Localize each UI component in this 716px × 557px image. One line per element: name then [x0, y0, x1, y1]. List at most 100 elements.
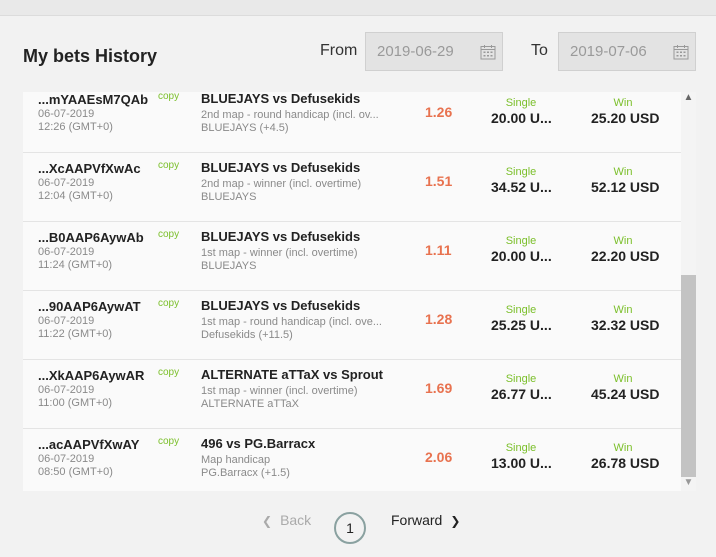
- copy-button[interactable]: copy: [158, 229, 180, 240]
- copy-button[interactable]: copy: [158, 436, 180, 447]
- selection-name: BLUEJAYS: [201, 260, 257, 272]
- copy-button[interactable]: copy: [158, 298, 180, 309]
- bet-date: 06-07-2019: [38, 246, 95, 258]
- bet-row: ...XkAAP6AywAR copy 06-07-2019 11:00 (GM…: [23, 360, 681, 429]
- bet-date: 06-07-2019: [38, 384, 95, 396]
- bet-date: 06-07-2019: [38, 315, 95, 327]
- bet-result: Win: [613, 166, 633, 178]
- match-name: 496 vs PG.Barracx: [201, 436, 316, 451]
- scroll-thumb[interactable]: [681, 275, 696, 477]
- match-name: BLUEJAYS vs Defusekids: [201, 160, 361, 175]
- bet-id: ...XkAAP6AywAR: [38, 368, 145, 383]
- bet-time: 08:50 (GMT+0): [38, 466, 113, 478]
- from-date-value: 2019-06-29: [377, 43, 454, 60]
- bet-date: 06-07-2019: [38, 453, 95, 465]
- bet-row: ...XcAAPVfXwAc copy 06-07-2019 12:04 (GM…: [23, 153, 681, 222]
- to-label: To: [531, 42, 548, 59]
- chevron-right-icon: ❯: [450, 514, 461, 528]
- bet-row: ...B0AAP6AywAb copy 06-07-2019 11:24 (GM…: [23, 222, 681, 291]
- stake-value: 26.77 U...: [491, 386, 552, 402]
- bet-row: ...acAAPVfXwAY copy 06-07-2019 08:50 (GM…: [23, 429, 681, 491]
- bet-type: Single: [505, 166, 537, 178]
- bet-result: Win: [613, 373, 633, 385]
- selection-name: PG.Barracx (+1.5): [201, 467, 290, 479]
- bet-type: Single: [505, 373, 537, 385]
- bet-type: Single: [505, 235, 537, 247]
- odds-value: 1.51: [425, 173, 453, 189]
- match-name: BLUEJAYS vs Defusekids: [201, 298, 361, 313]
- payout-value: 26.78 USD: [591, 455, 660, 471]
- match-name: ALTERNATE aTTaX vs Sprout: [201, 367, 384, 382]
- forward-button[interactable]: Forward ❯: [391, 512, 460, 528]
- bet-result: Win: [613, 235, 633, 247]
- bet-row: ...mYAAEsM7QAb copy 06-07-2019 12:26 (GM…: [23, 92, 681, 153]
- stake-value: 20.00 U...: [491, 110, 552, 126]
- back-button[interactable]: ❮ Back: [262, 512, 311, 528]
- bet-time: 11:00 (GMT+0): [38, 397, 113, 409]
- stake-value: 25.25 U...: [491, 317, 552, 333]
- top-bar: [0, 0, 716, 16]
- bet-id: ...90AAP6AywAT: [38, 299, 141, 314]
- bet-time: 12:04 (GMT+0): [38, 190, 113, 202]
- bets-list[interactable]: ...mYAAEsM7QAb copy 06-07-2019 12:26 (GM…: [23, 92, 681, 491]
- payout-value: 52.12 USD: [591, 179, 660, 195]
- selection-name: BLUEJAYS (+4.5): [201, 122, 289, 134]
- chevron-left-icon: ❮: [262, 514, 273, 528]
- bet-type: Single: [505, 304, 537, 316]
- payout-value: 45.24 USD: [591, 386, 660, 402]
- calendar-icon[interactable]: [480, 44, 496, 60]
- payout-value: 22.20 USD: [591, 248, 660, 264]
- market-name: 1st map - winner (incl. overtime): [201, 247, 358, 259]
- scroll-down-icon[interactable]: ▼: [683, 477, 694, 488]
- selection-name: Defusekids (+11.5): [201, 329, 293, 341]
- bet-row: ...90AAP6AywAT copy 06-07-2019 11:22 (GM…: [23, 291, 681, 360]
- bet-date: 06-07-2019: [38, 177, 95, 189]
- bet-id: ...B0AAP6AywAb: [38, 230, 144, 245]
- bet-type: Single: [505, 97, 537, 109]
- match-name: BLUEJAYS vs Defusekids: [201, 229, 361, 244]
- bet-id: ...XcAAPVfXwAc: [38, 161, 141, 176]
- to-date-value: 2019-07-06: [570, 43, 647, 60]
- payout-value: 25.20 USD: [591, 110, 660, 126]
- from-date-input[interactable]: 2019-06-29: [365, 32, 503, 71]
- copy-button[interactable]: copy: [158, 160, 180, 171]
- forward-label: Forward: [391, 512, 443, 528]
- stake-value: 34.52 U...: [491, 179, 552, 195]
- to-date-input[interactable]: 2019-07-06: [558, 32, 696, 71]
- market-name: 1st map - round handicap (incl. ove...: [201, 316, 382, 328]
- odds-value: 1.26: [425, 104, 453, 120]
- back-label: Back: [280, 512, 312, 528]
- stake-value: 13.00 U...: [491, 455, 552, 471]
- selection-name: ALTERNATE aTTaX: [201, 398, 300, 410]
- bet-time: 11:24 (GMT+0): [38, 259, 113, 271]
- market-name: 2nd map - winner (incl. overtime): [201, 178, 362, 190]
- bet-result: Win: [613, 97, 633, 109]
- scroll-up-icon[interactable]: ▲: [683, 92, 694, 103]
- calendar-icon[interactable]: [673, 44, 689, 60]
- market-name: 1st map - winner (incl. overtime): [201, 385, 358, 397]
- copy-button[interactable]: copy: [158, 367, 180, 378]
- bet-date: 06-07-2019: [38, 108, 95, 120]
- from-label: From: [320, 42, 358, 59]
- current-page-button[interactable]: 1: [334, 512, 366, 544]
- bet-type: Single: [505, 442, 537, 454]
- payout-value: 32.32 USD: [591, 317, 660, 333]
- bet-result: Win: [613, 304, 633, 316]
- market-name: Map handicap: [201, 454, 271, 466]
- bet-time: 11:22 (GMT+0): [38, 328, 113, 340]
- odds-value: 1.28: [425, 311, 453, 327]
- odds-value: 2.06: [425, 449, 453, 465]
- selection-name: BLUEJAYS: [201, 191, 257, 203]
- market-name: 2nd map - round handicap (incl. ov...: [201, 109, 379, 121]
- bet-time: 12:26 (GMT+0): [38, 121, 113, 133]
- odds-value: 1.11: [425, 242, 452, 258]
- bet-id: ...acAAPVfXwAY: [38, 437, 140, 452]
- list-scrollbar[interactable]: ▲ ▼: [681, 92, 696, 491]
- match-name: BLUEJAYS vs Defusekids: [201, 92, 361, 106]
- copy-button[interactable]: copy: [158, 92, 180, 102]
- bet-id: ...mYAAEsM7QAb: [38, 92, 149, 107]
- bet-result: Win: [613, 442, 633, 454]
- stake-value: 20.00 U...: [491, 248, 552, 264]
- odds-value: 1.69: [425, 380, 453, 396]
- page-title: My bets History: [23, 46, 158, 66]
